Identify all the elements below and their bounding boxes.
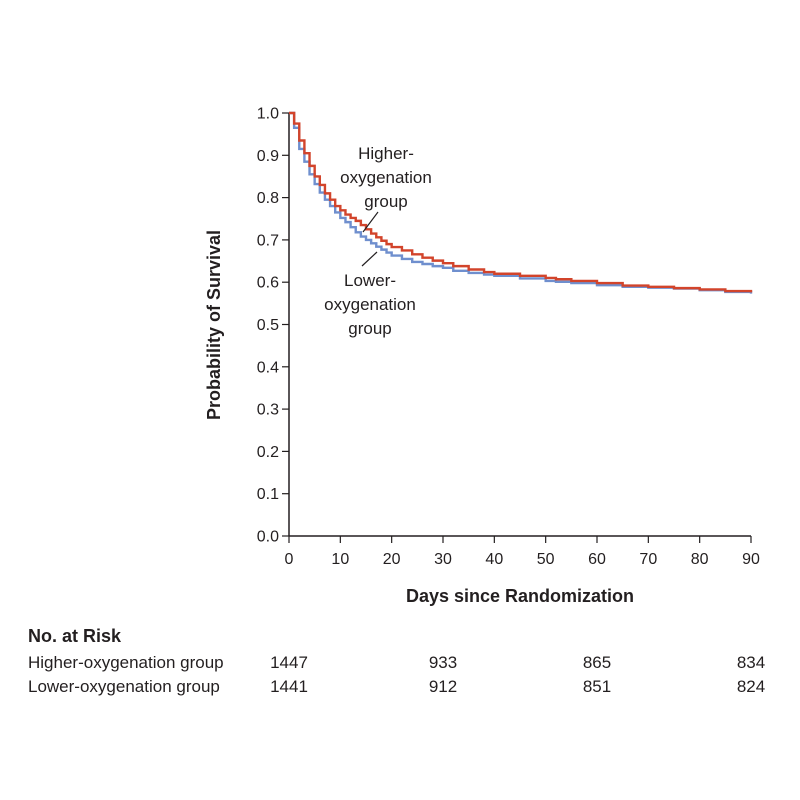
lower-group-annotation: Lower- oxygenation group bbox=[324, 251, 416, 338]
risk-table: No. at Risk Higher-oxygenation group 144… bbox=[28, 626, 765, 696]
risk-value: 1441 bbox=[270, 677, 308, 696]
higher-leader-line bbox=[362, 211, 379, 233]
y-tick-label: 0.9 bbox=[257, 148, 279, 165]
x-tick-label: 0 bbox=[285, 551, 294, 568]
annotation-line: oxygenation bbox=[324, 295, 416, 314]
x-tick-label: 30 bbox=[434, 551, 452, 568]
risk-value: 851 bbox=[583, 677, 611, 696]
risk-value: 824 bbox=[737, 677, 765, 696]
annotation-line: group bbox=[348, 319, 391, 338]
risk-value: 1447 bbox=[270, 653, 308, 672]
risk-row-label: Higher-oxygenation group bbox=[28, 653, 224, 672]
y-tick-label: 0.0 bbox=[257, 529, 279, 546]
y-tick-label: 1.0 bbox=[257, 106, 279, 123]
y-ticks: 0.0 0.1 0.2 0.3 0.4 0.5 0.6 0.7 0.8 0.9 1.0 bbox=[257, 106, 289, 546]
y-tick-label: 0.2 bbox=[257, 444, 279, 461]
x-tick-label: 70 bbox=[639, 551, 657, 568]
x-tick-label: 20 bbox=[383, 551, 401, 568]
x-tick-label: 80 bbox=[691, 551, 709, 568]
y-tick-label: 0.3 bbox=[257, 402, 279, 419]
y-tick-label: 0.7 bbox=[257, 232, 279, 249]
x-tick-label: 10 bbox=[331, 551, 349, 568]
series-layer bbox=[289, 111, 753, 294]
higher-oxygenation-curve bbox=[289, 111, 753, 293]
y-tick-label: 0.4 bbox=[257, 359, 279, 376]
risk-value: 933 bbox=[429, 653, 457, 672]
lower-oxygenation-curve bbox=[289, 111, 753, 294]
y-tick-label: 0.5 bbox=[257, 317, 279, 334]
risk-row-label: Lower-oxygenation group bbox=[28, 677, 220, 696]
y-axis-title: Probability of Survival bbox=[204, 230, 224, 420]
y-tick-label: 0.8 bbox=[257, 190, 279, 207]
x-tick-label: 50 bbox=[537, 551, 555, 568]
lower-leader-line bbox=[361, 251, 378, 267]
annotation-line: group bbox=[364, 192, 407, 211]
x-tick-label: 40 bbox=[485, 551, 503, 568]
higher-group-annotation: Higher- oxygenation group bbox=[340, 144, 432, 233]
y-tick-label: 0.6 bbox=[257, 275, 279, 292]
annotation-line: oxygenation bbox=[340, 168, 432, 187]
risk-value: 865 bbox=[583, 653, 611, 672]
annotation-line: Higher- bbox=[358, 144, 414, 163]
risk-value: 912 bbox=[429, 677, 457, 696]
annotation-line: Lower- bbox=[344, 271, 396, 290]
x-ticks: 0 10 20 30 40 50 60 70 80 90 bbox=[285, 536, 760, 568]
x-tick-label: 90 bbox=[742, 551, 760, 568]
risk-table-header: No. at Risk bbox=[28, 626, 122, 646]
x-axis-title: Days since Randomization bbox=[406, 586, 634, 606]
risk-value: 834 bbox=[737, 653, 765, 672]
y-tick-label: 0.1 bbox=[257, 486, 279, 503]
x-tick-label: 60 bbox=[588, 551, 606, 568]
